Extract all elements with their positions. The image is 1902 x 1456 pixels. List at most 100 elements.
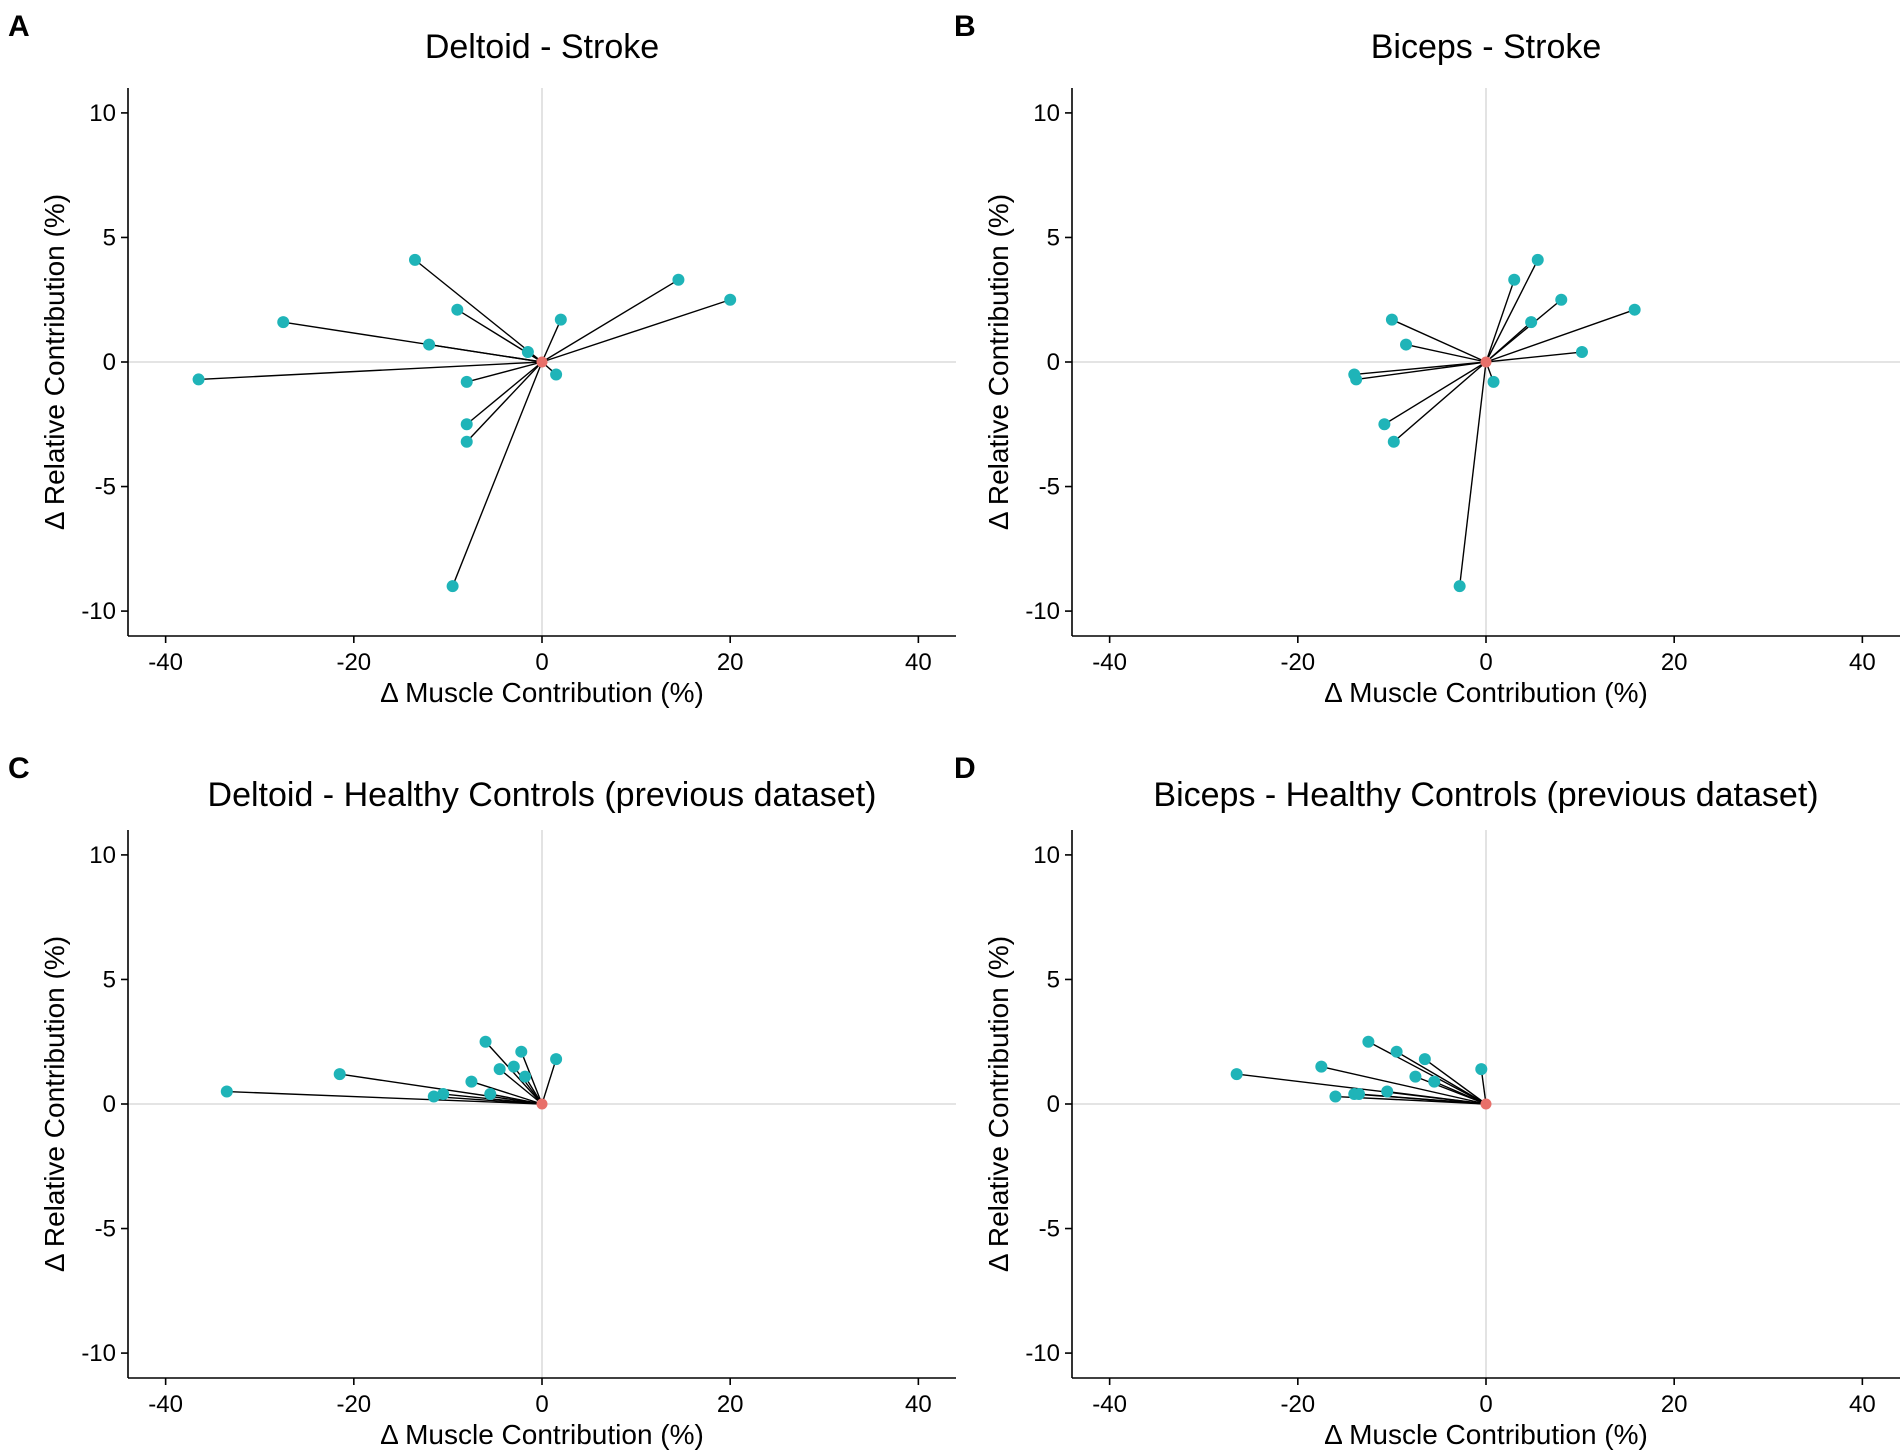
data-point [333,1068,346,1081]
y-tick-label: 5 [1047,966,1060,993]
x-tick-label: 40 [905,649,932,676]
x-tick-label: 40 [905,1391,932,1418]
vector-line [466,361,543,425]
data-point [550,1053,563,1066]
y-tick-label: -10 [81,1340,116,1367]
vector-line [1485,309,1635,363]
x-tick-label: -40 [1092,1391,1127,1418]
chart-panel-d: D Biceps - Healthy Controls (previous dat… [954,752,1900,1450]
data-point [515,1045,528,1058]
x-tick-label: -20 [336,1391,371,1418]
panel-letter: C [8,752,30,785]
y-axis-label: Δ Relative Contribution (%) [39,194,70,530]
vector-line [1387,1090,1487,1105]
x-tick-label: 20 [717,649,744,676]
panel-letter: A [8,10,30,43]
data-point [1453,580,1466,593]
y-tick-label: 10 [1033,842,1060,869]
chart-title: Deltoid - Stroke [425,28,659,66]
vector-line [1433,1080,1487,1105]
vector-line [1391,319,1487,363]
data-point [1387,435,1400,448]
x-tick-label: 40 [1849,649,1876,676]
y-tick-label: -5 [95,474,116,501]
data-point [1525,316,1538,329]
data-point [460,435,473,448]
vector-line [1321,1065,1487,1105]
x-tick-label: 20 [717,1391,744,1418]
x-tick-label: -20 [336,649,371,676]
data-point [1390,1045,1403,1058]
y-tick-label: -10 [81,598,116,625]
vector-line [1485,351,1583,363]
y-tick-label: -10 [1025,598,1060,625]
chart-title: Biceps - Healthy Controls (previous data… [1153,776,1818,814]
data-point [484,1088,497,1101]
x-axis-label: Δ Muscle Contribution (%) [1324,1419,1648,1450]
vector-line [1424,1058,1487,1105]
data-point [460,418,473,431]
vector-line [490,1093,543,1105]
vector-line [541,1058,557,1105]
data-point [1628,303,1641,316]
data-point [550,368,563,381]
x-axis-label: Δ Muscle Contribution (%) [380,677,704,708]
x-tick-label: -20 [1280,649,1315,676]
chart-title: Biceps - Stroke [1371,28,1602,66]
data-point [724,293,737,306]
x-tick-label: 20 [1661,1391,1688,1418]
x-tick-label: 0 [1479,1391,1492,1418]
vector-line [1356,361,1487,381]
chart-panel-c: C Deltoid - Healthy Controls (previous da… [8,752,956,1450]
data-point [427,1090,440,1103]
vector-line [541,319,562,363]
vector-line [428,343,543,363]
x-axis-label: Δ Muscle Contribution (%) [380,1419,704,1450]
data-point [277,316,290,329]
data-point [1575,346,1588,359]
data-point [408,253,421,266]
data-point [1329,1090,1342,1103]
x-tick-label: 0 [535,1391,548,1418]
y-tick-label: 0 [1047,1091,1060,1118]
x-tick-label: 20 [1661,649,1688,676]
x-tick-label: 0 [1479,649,1492,676]
vector-line [198,361,543,381]
data-point [1428,1075,1441,1088]
data-point [1475,1063,1488,1076]
data-point [460,375,473,388]
data-point [554,313,567,326]
vector-line [1384,361,1487,425]
panel-letter: D [954,752,976,785]
x-tick-label: -20 [1280,1391,1315,1418]
vector-line [466,361,543,383]
vector-line [471,1080,543,1105]
vector-line [1458,361,1487,587]
data-point [423,338,436,351]
data-point [192,373,205,386]
origin-point [1480,356,1492,368]
data-point [1350,373,1363,386]
x-tick-label: 40 [1849,1391,1876,1418]
vector-line [1485,279,1515,363]
data-point [1352,1088,1365,1101]
vector-line [1393,361,1487,443]
x-tick-label: -40 [148,1391,183,1418]
y-axis-label: Δ Relative Contribution (%) [983,936,1014,1272]
data-point [1508,273,1521,286]
vector-line [414,259,543,363]
data-point [1531,253,1544,266]
data-point [1409,1070,1422,1083]
y-tick-label: 0 [1047,349,1060,376]
vector-line [466,361,543,443]
y-tick-label: -5 [1039,474,1060,501]
data-point [1555,293,1568,306]
vector-line [485,1041,543,1105]
data-point [519,1070,532,1083]
data-point [451,303,464,316]
y-tick-label: -5 [1039,1216,1060,1243]
origin-point [536,1098,548,1110]
data-point [672,273,685,286]
y-tick-label: 5 [103,966,116,993]
